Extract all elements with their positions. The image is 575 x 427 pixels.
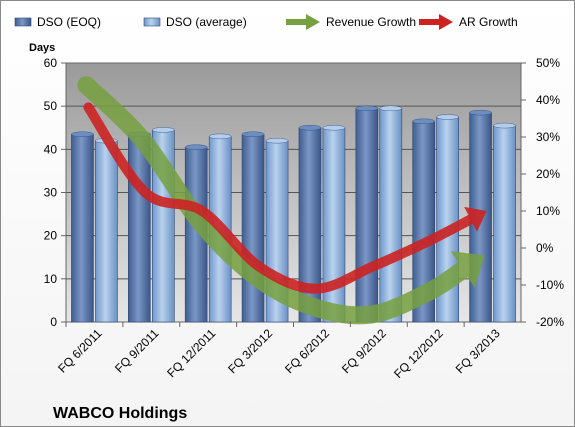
arrow-body [77, 76, 477, 325]
x-tick-label: FQ 12/2012 [391, 326, 446, 381]
legend-item: DSO (EOQ) [14, 15, 101, 29]
legend-label: DSO (EOQ) [37, 15, 101, 29]
growth-arrow [83, 102, 487, 294]
bar-cap [184, 144, 208, 150]
y-tick-label: 30 [44, 186, 58, 200]
bar [379, 105, 403, 323]
bar-cap [152, 127, 175, 133]
y2-tick-label: 0% [536, 241, 554, 255]
bar [298, 125, 322, 323]
y-tick-label: 40 [44, 142, 58, 156]
legend-item: DSO (average) [143, 15, 247, 29]
y2-tick-label: 30% [536, 130, 560, 144]
legend: DSO (EOQ) DSO (average) Revenue Growth AR G… [14, 14, 518, 30]
bar-cap [208, 133, 232, 140]
growth-arrows [77, 76, 487, 325]
bar-cap [469, 109, 492, 116]
y-axis-title: Days [29, 42, 55, 54]
bar [355, 105, 379, 323]
x-tick-label: FQ 12/2011 [164, 326, 218, 380]
bar-cap [298, 125, 322, 131]
x-tick-label: FQ 9/2011 [112, 326, 162, 376]
y2-tick-label: 10% [536, 204, 560, 218]
arrow-head [464, 206, 487, 232]
y-tick-label: 10 [44, 272, 58, 286]
y-tick-label: 0 [50, 315, 57, 329]
bar-body [379, 108, 403, 323]
legend-label: Revenue Growth [326, 15, 416, 29]
legend-arrow-head [306, 14, 320, 30]
y2-tick-label: 20% [536, 167, 560, 181]
legend-item: Revenue Growth [286, 14, 416, 30]
bar-body [493, 125, 516, 323]
bar-cap [322, 125, 346, 131]
growth-arrow [77, 76, 485, 325]
legend-label: DSO (average) [166, 15, 247, 29]
y2-tick-label: 50% [536, 56, 560, 70]
bar [95, 137, 118, 323]
bar-cap [412, 118, 435, 124]
arrow-body [83, 102, 479, 294]
x-tick-label: FQ 3/2012 [225, 326, 275, 376]
bar-body [128, 133, 151, 323]
legend-arrow-head [439, 14, 453, 30]
y2-tick-label: 40% [536, 93, 560, 107]
y-tick-label: 50 [44, 99, 58, 113]
bar [493, 122, 516, 323]
bar-cap [355, 105, 379, 112]
bar-cap [71, 131, 94, 137]
bar [322, 125, 346, 323]
bar-cap [493, 122, 516, 129]
bar [241, 131, 265, 323]
bar-body [322, 127, 346, 323]
legend-swatch [14, 17, 32, 27]
bar-body [71, 133, 94, 323]
arrow-head [450, 251, 485, 289]
x-tick-label: FQ 9/2012 [339, 326, 389, 376]
legend-label: AR Growth [459, 15, 518, 29]
bar-cap [241, 131, 265, 137]
bar-cap [436, 114, 459, 120]
bar-body [241, 133, 265, 323]
bar [71, 131, 94, 323]
x-tick-label: FQ 3/2013 [453, 326, 503, 376]
bar-cap [265, 137, 289, 144]
bar-body [95, 140, 118, 323]
y2-tick-label: -20% [536, 315, 564, 329]
y2-tick-label: -10% [536, 278, 564, 292]
bar [412, 118, 435, 323]
x-tick-label: FQ 6/2012 [282, 326, 332, 376]
legend-swatch [143, 17, 161, 27]
x-tick-label: FQ 6/2011 [55, 326, 105, 376]
bar [184, 144, 208, 323]
legend-item: AR Growth [419, 14, 518, 30]
bar-cap [379, 105, 403, 112]
chart-title: WABCO Holdings [53, 405, 187, 422]
bar-body [355, 108, 379, 323]
y-tick-label: 20 [44, 229, 58, 243]
y-tick-label: 60 [44, 56, 58, 70]
